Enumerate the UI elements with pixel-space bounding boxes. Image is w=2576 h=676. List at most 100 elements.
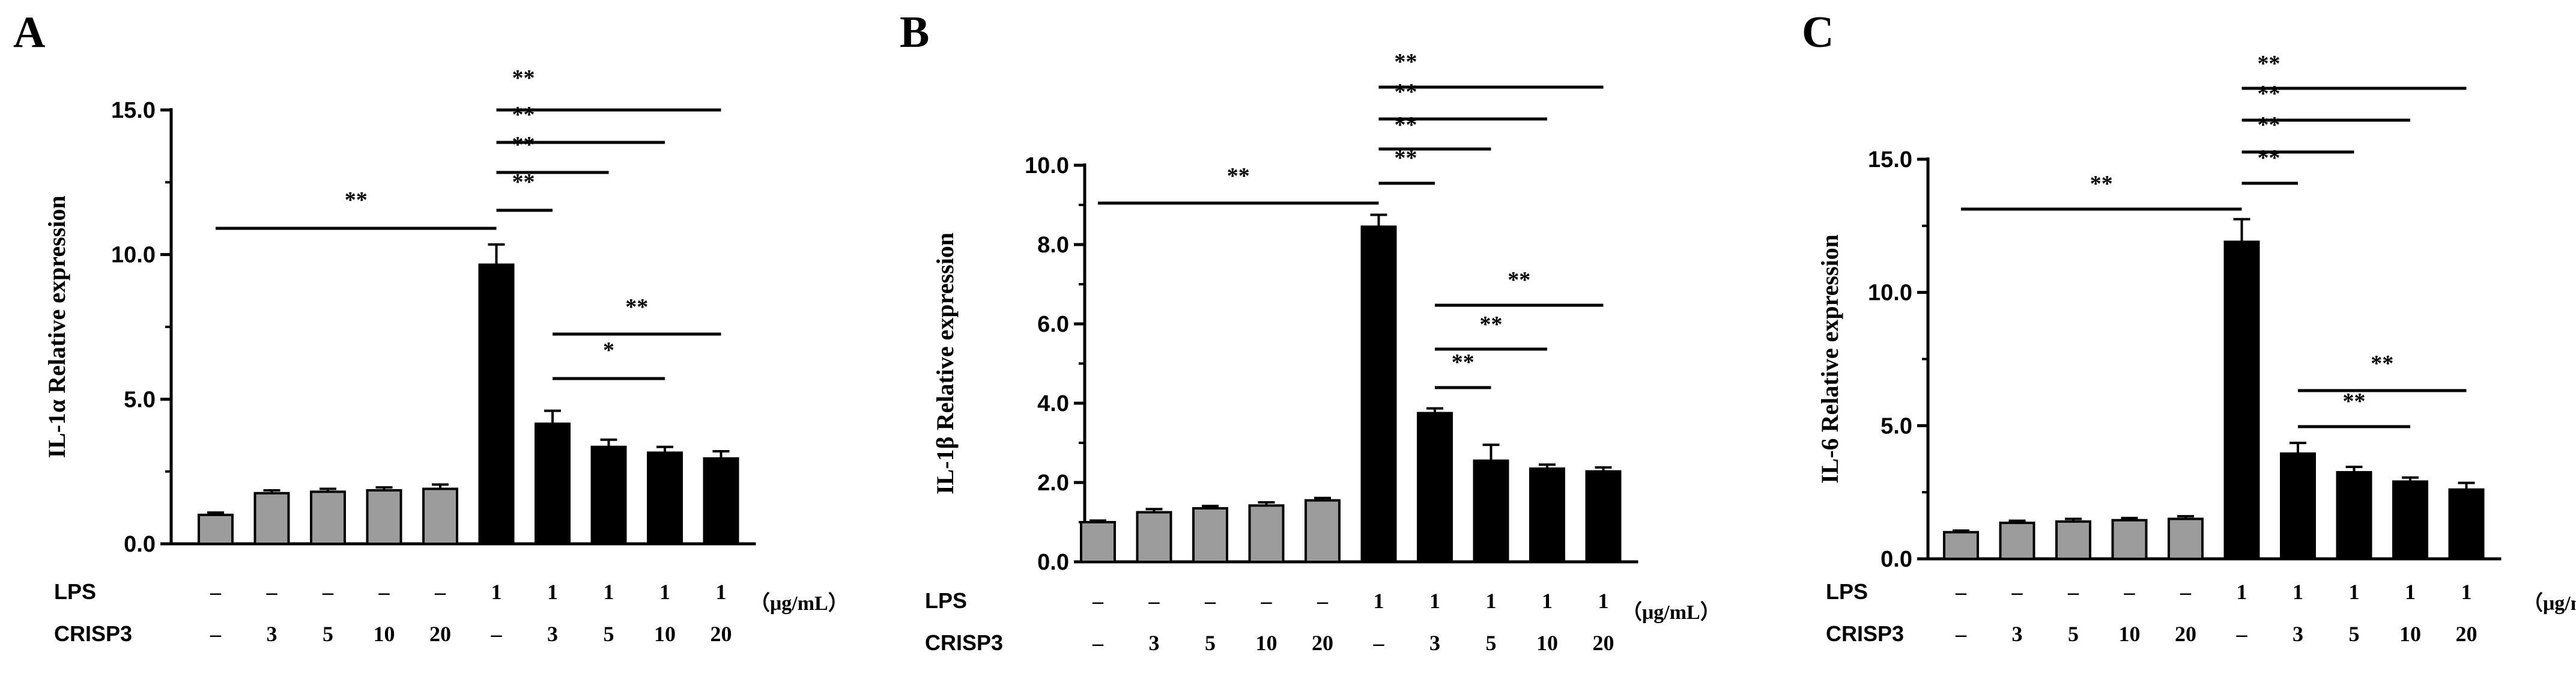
crisp3-dose-label: 10 xyxy=(2119,622,2141,646)
lps-dose-label: 1 xyxy=(716,580,727,604)
lps-dose-label: 1 xyxy=(1429,589,1440,613)
y-tick-label: 4.0 xyxy=(1037,391,1069,416)
significance-label: ** xyxy=(1395,49,1417,75)
significance-label: ** xyxy=(625,294,648,320)
y-tick-label: 0.0 xyxy=(1880,547,1912,572)
crisp3-dose-label: 3 xyxy=(547,622,558,646)
crisp3-dose-label: – xyxy=(1373,631,1385,655)
crisp3-dose-label: 3 xyxy=(1429,631,1440,655)
bar xyxy=(1529,467,1565,564)
crisp3-dose-label: 10 xyxy=(654,622,676,646)
lps-row-label: LPS xyxy=(925,588,967,613)
lps-dose-label: – xyxy=(434,580,446,604)
crisp3-dose-label: 3 xyxy=(2293,622,2303,646)
significance-label: ** xyxy=(1508,267,1530,293)
bar xyxy=(2223,240,2260,560)
significance-label: ** xyxy=(2258,145,2281,171)
crisp3-dose-label: 5 xyxy=(604,622,614,646)
crisp3-row-label: CRISP3 xyxy=(1826,621,1904,646)
crisp3-dose-label: 3 xyxy=(1149,631,1160,655)
unit-label: （μg/mL） xyxy=(1622,600,1721,624)
crisp3-dose-label: 5 xyxy=(2349,622,2360,646)
significance-label: ** xyxy=(345,187,368,213)
significance-label: ** xyxy=(512,65,535,91)
lps-dose-label: 1 xyxy=(1598,589,1609,613)
bar xyxy=(1192,507,1228,564)
bar xyxy=(198,513,234,545)
significance-label: ** xyxy=(1395,79,1417,105)
bar xyxy=(2336,470,2372,561)
lps-dose-label: – xyxy=(1092,589,1104,613)
y-tick-label: 2.0 xyxy=(1037,470,1069,496)
bar xyxy=(535,422,571,545)
lps-dose-label: 1 xyxy=(2405,580,2416,604)
significance-label: ** xyxy=(2343,389,2366,414)
lps-dose-label: 1 xyxy=(2349,580,2360,604)
panel-a: A IL-1α Relative expression 0.0 5.0 10.0 15.0… xyxy=(13,8,849,646)
lps-dose-label: – xyxy=(210,580,222,604)
significance-label: ** xyxy=(2258,51,2281,76)
panel-label: C xyxy=(1802,8,1834,57)
lps-dose-label: – xyxy=(2011,580,2023,604)
y-axis-label: IL-6 Relative expression xyxy=(1816,234,1843,484)
bar xyxy=(2055,520,2091,561)
y-tick-label: 0.0 xyxy=(1037,550,1069,575)
crisp3-dose-label: 20 xyxy=(2456,622,2478,646)
bar xyxy=(2392,480,2428,561)
y-tick-label: 10.0 xyxy=(111,243,156,268)
y-tick-label: 5.0 xyxy=(124,387,156,412)
panel-b: B IL-1β Relative expression 0.0 2.0 4.0 6.0 8.… xyxy=(900,8,1721,655)
bar xyxy=(2280,452,2316,561)
crisp3-dose-label: 10 xyxy=(1256,631,1277,655)
significance-label: ** xyxy=(512,102,535,127)
crisp3-dose-label: 10 xyxy=(2399,622,2421,646)
y-axis-label: IL-1β Relative expression xyxy=(932,233,959,495)
crisp3-dose-label: 3 xyxy=(2012,622,2023,646)
significance-label: * xyxy=(603,338,614,363)
significance-label: ** xyxy=(1227,163,1250,189)
bar xyxy=(310,490,346,545)
crisp3-dose-label: 20 xyxy=(1312,631,1333,655)
crisp3-dose-label: – xyxy=(2236,622,2248,646)
y-tick-label: 6.0 xyxy=(1037,312,1069,337)
crisp3-dose-label: 10 xyxy=(374,622,395,646)
crisp3-dose-label: – xyxy=(1955,622,1967,646)
lps-row-label: LPS xyxy=(1826,579,1868,604)
crisp3-dose-label: 5 xyxy=(2068,622,2079,646)
lps-row-label: LPS xyxy=(54,579,96,604)
bar xyxy=(1943,531,1979,561)
bar xyxy=(590,445,627,546)
crisp3-dose-label: 10 xyxy=(1536,631,1558,655)
lps-dose-label: – xyxy=(1317,589,1329,613)
lps-dose-label: – xyxy=(1148,589,1160,613)
bar xyxy=(647,451,683,545)
crisp3-dose-label: 20 xyxy=(2175,622,2196,646)
lps-dose-label: 1 xyxy=(1374,589,1384,613)
bar xyxy=(1136,511,1172,563)
panel-c: C IL-6 Relative expression 0.0 5.0 10.0 15.0 L… xyxy=(1802,8,2576,646)
lps-dose-label: – xyxy=(266,580,278,604)
panel-label: B xyxy=(900,8,929,57)
y-axis-label: IL-1α Relative expression xyxy=(43,195,70,458)
crisp3-dose-label: 3 xyxy=(267,622,277,646)
significance-label: ** xyxy=(1480,312,1503,337)
y-tick-label: 5.0 xyxy=(1880,413,1912,439)
significance-label: ** xyxy=(2258,81,2281,106)
crisp3-dose-label: – xyxy=(210,622,222,646)
lps-dose-label: – xyxy=(378,580,390,604)
bar xyxy=(1248,504,1285,564)
lps-dose-label: 1 xyxy=(1486,589,1497,613)
panel-label: A xyxy=(13,8,45,57)
crisp3-dose-label: 5 xyxy=(1486,631,1497,655)
bar xyxy=(1999,522,2035,561)
lps-dose-label: – xyxy=(1261,589,1273,613)
crisp3-dose-label: 20 xyxy=(1593,631,1614,655)
significance-label: ** xyxy=(1452,350,1474,375)
bar xyxy=(2168,517,2204,560)
bar xyxy=(1080,521,1116,563)
significance-label: ** xyxy=(2371,351,2393,376)
crisp3-dose-label: – xyxy=(491,622,503,646)
lps-dose-label: 1 xyxy=(491,580,502,604)
y-tick-label: 15.0 xyxy=(111,98,156,123)
lps-dose-label: 1 xyxy=(2293,580,2303,604)
